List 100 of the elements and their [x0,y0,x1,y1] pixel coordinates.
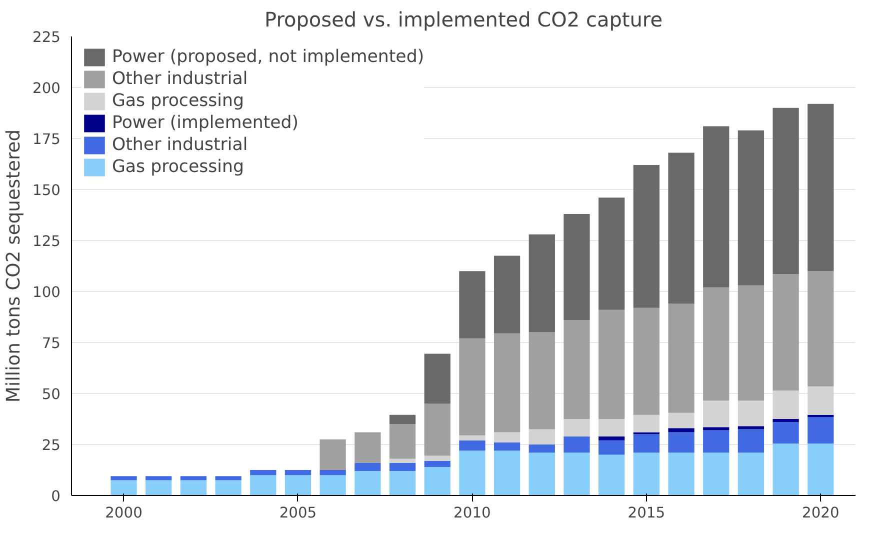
bar [424,466,450,496]
bar [424,404,450,456]
bar [598,310,625,419]
bar [772,422,799,444]
bar [703,287,730,401]
bar [389,471,416,496]
bar [494,442,520,451]
x-tick-label: 2015 [628,504,666,522]
bar [564,452,590,496]
bar [494,333,520,432]
y-tick-label: 50 [42,386,61,403]
bar [320,439,346,470]
bar [808,443,834,496]
legend-label: Gas processing [112,157,244,177]
bar [633,165,660,308]
bar [389,424,416,459]
bar [459,440,486,451]
bar [215,480,242,496]
bar [564,419,590,436]
bar [389,414,416,424]
bar [703,430,730,453]
bar [320,475,346,496]
bar [320,470,346,476]
bar [703,427,730,430]
legend-label: Other industrial [112,69,248,89]
bar [738,130,764,286]
bar [633,452,660,496]
bar [668,452,694,496]
bar [389,458,416,463]
bar [772,274,799,390]
bar [703,400,730,428]
bar [110,480,137,496]
y-tick-label: 0 [51,488,61,505]
y-tick-label: 150 [32,182,61,199]
bar [564,436,590,453]
bar [598,436,625,440]
bar [424,460,450,467]
bar [494,256,520,334]
legend-label: Gas processing [112,91,244,111]
bar [703,126,730,288]
bar [564,320,590,419]
bar [180,480,207,496]
bar [528,332,555,430]
bar [528,234,555,332]
y-tick-label: 25 [42,437,61,454]
bar [772,443,799,496]
legend-label: Power (implemented) [112,113,299,133]
bar [668,412,694,428]
bar [738,452,764,496]
bar [250,470,276,476]
bar [772,108,799,274]
bar [633,414,660,432]
bar [459,435,486,440]
bar [146,476,172,480]
bar [668,428,694,432]
bar [459,271,486,338]
bar [633,308,660,415]
bar [598,419,625,436]
bar [494,450,520,496]
legend-label: Other industrial [112,135,248,155]
bar [738,426,764,430]
chart-title: Proposed vs. implemented CO2 capture [264,8,663,32]
bar [110,476,137,480]
bar [250,475,276,496]
bar [738,400,764,426]
bar [146,480,172,496]
x-tick-label: 2000 [105,504,142,522]
bar [284,475,312,496]
bar [598,440,625,455]
bar [808,386,834,415]
y-tick-label: 100 [32,284,61,301]
bar [354,471,381,496]
y-tick-label: 75 [42,335,61,352]
bar [808,416,834,444]
bar [668,152,694,304]
bar [354,432,381,463]
legend-label: Power (proposed, not implemented) [112,47,424,67]
bar [598,454,625,496]
bar [738,285,764,401]
bar [703,452,730,496]
bar [668,432,694,453]
bar [528,452,555,496]
bar [633,434,660,453]
y-tick-label: 175 [32,131,61,148]
y-tick-label: 200 [32,80,61,97]
x-tick-label: 2020 [802,504,840,522]
bar [772,390,799,419]
bar [424,456,450,461]
bar [459,450,486,496]
bar [668,304,694,413]
bar [598,198,625,310]
y-axis-title: Million tons CO2 sequestered [4,129,25,403]
bar [424,354,450,404]
x-tick-label: 2010 [454,504,491,522]
bar [738,429,764,453]
bar [808,271,834,386]
bar [180,476,207,480]
bar [215,476,242,480]
y-tick-label: 125 [32,233,61,250]
bar [564,214,590,320]
